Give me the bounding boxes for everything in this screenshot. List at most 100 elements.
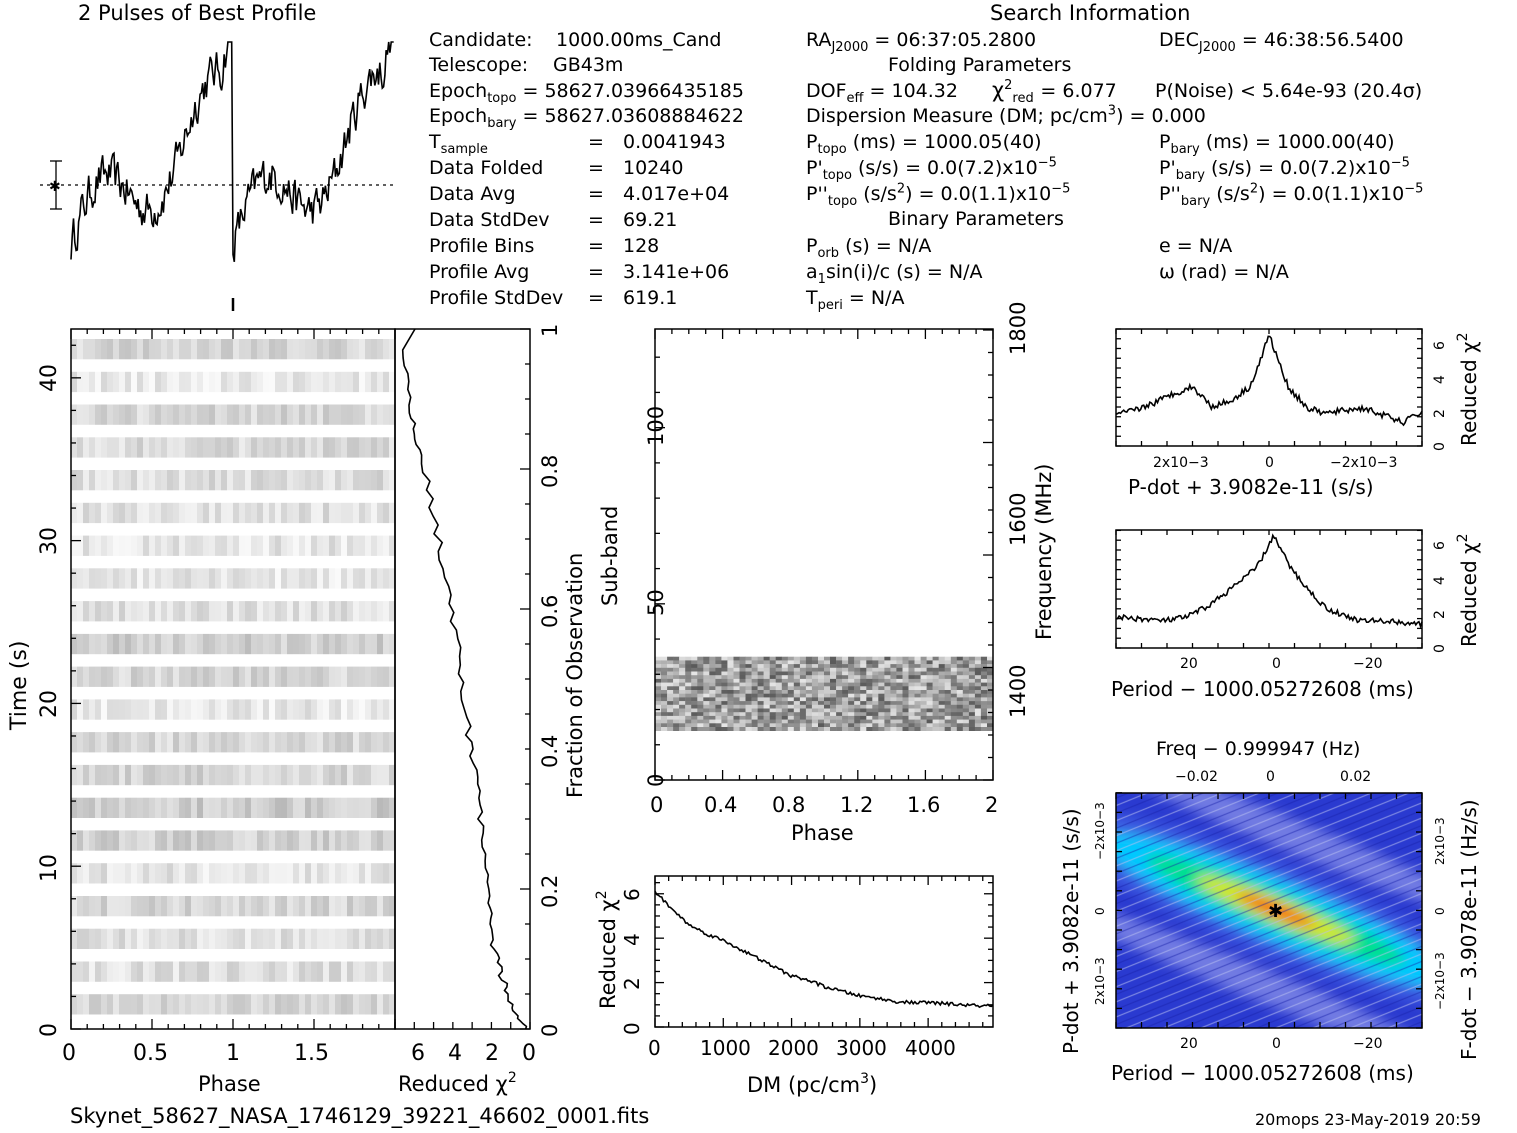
subband-cell xyxy=(679,678,686,683)
time-phase-cell xyxy=(161,863,167,884)
time-phase-cell xyxy=(245,732,251,753)
subband-cell xyxy=(769,715,776,720)
time-phase-cell xyxy=(263,666,269,687)
time-phase-cell xyxy=(353,339,359,360)
subband-cell xyxy=(962,660,970,665)
subband-cell xyxy=(878,715,885,720)
subband-cell xyxy=(667,715,674,720)
subband-cell xyxy=(781,686,789,691)
time-phase-cell xyxy=(191,633,197,655)
ct-xtick-0: 6 xyxy=(411,1041,425,1066)
subband-cell xyxy=(685,697,692,702)
time-phase-cell xyxy=(95,535,101,556)
time-phase-cell xyxy=(131,666,137,687)
time-phase-cell xyxy=(371,666,377,687)
subband-cell xyxy=(980,686,988,691)
subband-cell xyxy=(727,675,734,680)
time-phase-cell xyxy=(359,601,365,622)
time-phase-cell xyxy=(71,339,77,360)
time-phase-cell xyxy=(83,863,89,884)
time-phase-cell xyxy=(335,502,341,524)
subband-cell xyxy=(830,693,837,698)
subband-cell xyxy=(860,664,867,669)
subband-cell xyxy=(667,723,674,728)
pddbary-line: P''bary (s/s2) = 0.0(1.1)x10−5 xyxy=(1159,181,1423,208)
time-phase-cell xyxy=(107,404,113,425)
time-phase-cell xyxy=(263,699,269,720)
time-phase-cell xyxy=(137,961,143,982)
time-phase-cell xyxy=(197,568,203,589)
time-phase-cell xyxy=(203,863,209,884)
time-phase-cell xyxy=(329,535,335,556)
chi-time-ticks xyxy=(394,328,531,1030)
subband-cell xyxy=(926,667,933,672)
subband-cell xyxy=(679,712,686,717)
subband-cell xyxy=(661,664,668,669)
time-phase-cell xyxy=(323,666,329,687)
time-phase-cell xyxy=(233,470,239,491)
dm-xtick-2: 2000 xyxy=(768,1036,819,1060)
time-phase-cell xyxy=(359,568,365,589)
time-phase-cell xyxy=(197,502,203,524)
subband-cell xyxy=(926,656,933,661)
subband-cell xyxy=(799,715,807,720)
subband-cell xyxy=(727,664,734,669)
subband-cell xyxy=(793,671,801,676)
subband-cell xyxy=(902,712,909,717)
time-phase-cell xyxy=(95,666,101,687)
time-phase-cell xyxy=(323,830,329,851)
subband-cell xyxy=(739,697,746,702)
time-phase-cell xyxy=(245,601,251,622)
time-phase-cell xyxy=(263,732,269,753)
time-phase-cell xyxy=(203,437,209,458)
subband-cell xyxy=(805,660,813,665)
time-phase-cell xyxy=(275,863,281,884)
subband-cell xyxy=(902,701,909,706)
time-phase-cell xyxy=(101,371,107,393)
time-phase-cell xyxy=(305,404,311,425)
time-phase-cell xyxy=(311,928,317,949)
time-phase-cell xyxy=(263,896,269,917)
pd-xtick-2: −2x10−3 xyxy=(1330,455,1397,471)
map-xtick-1: 0 xyxy=(1272,1036,1281,1052)
time-phase-cell xyxy=(293,797,299,818)
subband-cell xyxy=(860,708,867,713)
time-phase-cell xyxy=(257,371,263,393)
subband-cell xyxy=(811,667,819,672)
time-phase-cell xyxy=(287,732,293,753)
time-phase-cell xyxy=(281,371,287,393)
time-phase-cell xyxy=(215,764,221,786)
tperi-label: T xyxy=(806,287,818,309)
subband-cell xyxy=(878,701,885,706)
time-phase-cell xyxy=(383,764,389,786)
subband-cell xyxy=(860,690,867,694)
time-phase-cell xyxy=(101,666,107,687)
subband-cell xyxy=(848,727,855,731)
time-phase-cell xyxy=(377,764,383,786)
subband-cell xyxy=(811,690,819,694)
time-phase-cell xyxy=(347,797,353,818)
subband-cell xyxy=(884,727,891,731)
time-phase-cell xyxy=(263,601,269,622)
time-phase-cell xyxy=(287,633,293,655)
subband-cell xyxy=(944,686,951,691)
subband-cell xyxy=(950,697,958,702)
time-phase-cell xyxy=(365,699,371,720)
subband-cell xyxy=(673,719,680,724)
subband-cell xyxy=(836,671,843,676)
map-ytick-0: −2x10−3 xyxy=(1093,802,1107,860)
time-phase-cell xyxy=(125,764,131,786)
subband-cell xyxy=(818,671,825,676)
time-phase-cell xyxy=(95,732,101,753)
time-phase-cell xyxy=(299,404,305,425)
time-phase-cell xyxy=(299,961,305,982)
pddbary-sup: 2 xyxy=(1249,181,1259,197)
time-phase-cell xyxy=(167,896,173,917)
subband-cell xyxy=(908,727,915,731)
time-phase-cell xyxy=(161,470,167,491)
subband-cell xyxy=(962,656,970,661)
time-phase-cell xyxy=(311,961,317,982)
dec-value: = 46:38:56.5400 xyxy=(1241,29,1404,51)
subband-cell xyxy=(938,704,945,709)
subband-cell xyxy=(727,712,734,717)
